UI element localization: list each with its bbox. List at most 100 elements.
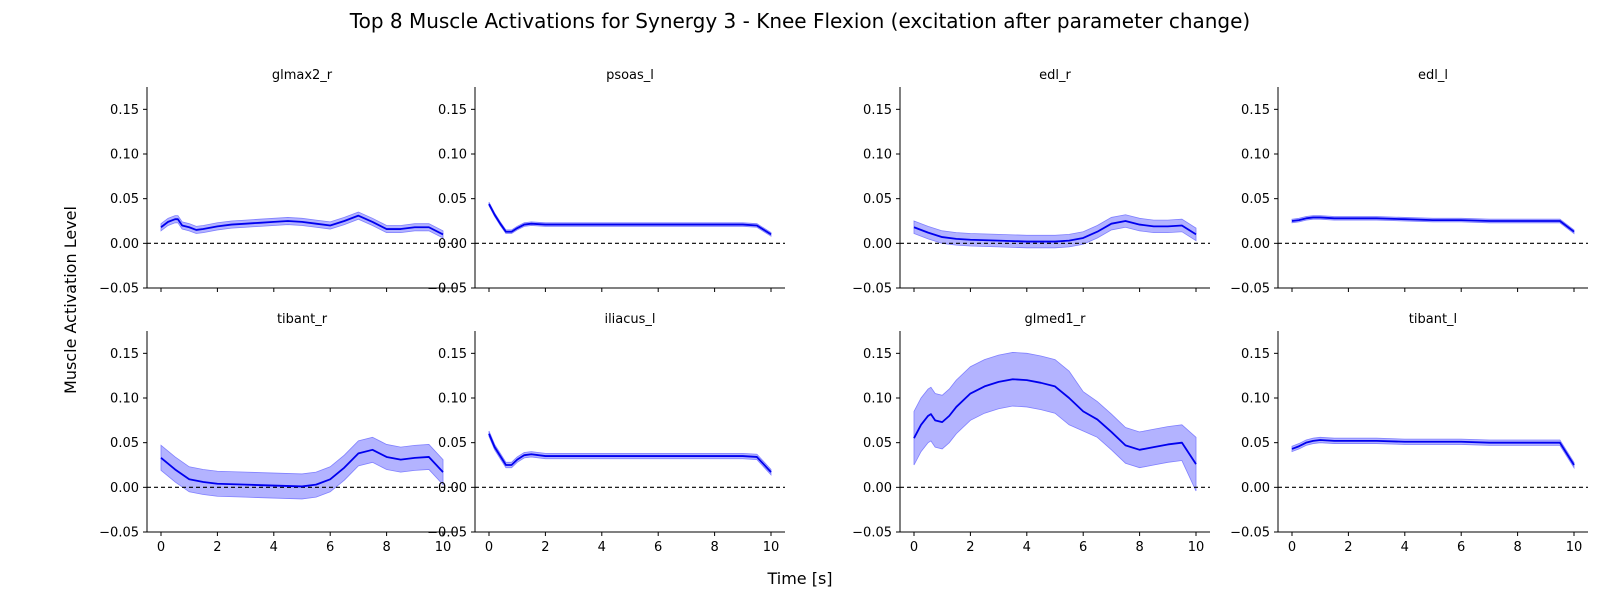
x-tick-label: 0 (910, 540, 918, 555)
x-tick-label: 0 (1288, 540, 1296, 555)
x-tick-label: 10 (1566, 540, 1583, 555)
y-tick-label: 0.00 (110, 237, 139, 252)
x-tick-label: 0 (485, 540, 493, 555)
activation-line (913, 220, 1197, 243)
y-tick-label: 0.00 (438, 481, 467, 496)
y-tick-label: 0.05 (438, 436, 467, 451)
y-tick-label: −0.05 (1230, 282, 1270, 297)
x-tick-label: 2 (966, 540, 974, 555)
x-tick-label: 10 (1188, 540, 1205, 555)
activation-band (160, 436, 444, 500)
x-tick-label: 8 (1135, 540, 1143, 555)
y-tick-label: 0.15 (1241, 103, 1270, 118)
x-tick-label: 4 (1023, 540, 1031, 555)
subplot-psoas_l: psoas_l −0.05 0.00 0.05 0.10 0.15 (427, 68, 785, 297)
y-tick-label: −0.05 (99, 526, 139, 541)
x-tick-label: 2 (1344, 540, 1352, 555)
subplot-title: glmed1_r (1025, 312, 1087, 327)
figure-xlabel: Time [s] (766, 569, 832, 588)
activation-line (913, 378, 1197, 465)
activation-band (488, 430, 772, 476)
subplot-title: tibant_r (277, 312, 328, 327)
y-tick-label: 0.00 (438, 237, 467, 252)
y-tick-label: 0.10 (110, 392, 139, 407)
y-tick-label: 0.00 (1241, 481, 1270, 496)
y-tick-label: −0.05 (427, 526, 467, 541)
x-tick-label: 4 (598, 540, 606, 555)
x-tick-label: 6 (654, 540, 662, 555)
x-tick-label: 8 (1513, 540, 1521, 555)
x-tick-label: 10 (435, 540, 452, 555)
subplot-title: psoas_l (606, 68, 654, 83)
y-tick-label: 0.15 (110, 347, 139, 362)
subplot-title: edl_l (1418, 68, 1448, 83)
activation-band (913, 352, 1197, 492)
y-tick-label: 0.10 (438, 392, 467, 407)
y-tick-label: 0.15 (438, 347, 467, 362)
y-tick-label: 0.15 (110, 103, 139, 118)
x-tick-label: 10 (763, 540, 780, 555)
activation-line (1291, 216, 1575, 233)
y-tick-label: −0.05 (1230, 526, 1270, 541)
y-tick-label: 0.10 (1241, 148, 1270, 163)
subplot-title: edl_r (1039, 68, 1071, 83)
subplot-title: glmax2_r (272, 68, 333, 83)
y-tick-label: 0.05 (438, 192, 467, 207)
y-tick-label: 0.15 (438, 103, 467, 118)
activation-line (160, 214, 444, 236)
x-tick-label: 6 (1457, 540, 1465, 555)
x-tick-label: 4 (270, 540, 278, 555)
y-tick-label: 0.00 (110, 481, 139, 496)
x-tick-label: 8 (382, 540, 390, 555)
y-tick-label: 0.15 (1241, 347, 1270, 362)
subplot-edl_r: edl_r −0.05 0.00 0.05 0.10 0.15 (852, 68, 1210, 297)
x-tick-label: 2 (213, 540, 221, 555)
y-tick-label: 0.15 (863, 103, 892, 118)
y-tick-label: −0.05 (852, 526, 892, 541)
y-tick-label: 0.15 (863, 347, 892, 362)
subplot-tibant_r: tibant_r −0.05 0.00 0.05 0.10 0.15 0 2 4 6 8 10 (99, 312, 457, 555)
activation-band (1291, 436, 1575, 470)
subplot-title: iliacus_l (604, 312, 655, 327)
y-tick-label: 0.05 (863, 192, 892, 207)
activation-line (488, 433, 772, 473)
subplot-glmax2_r: glmax2_r −0.05 0.00 0.05 0.10 0.15 (99, 68, 457, 297)
activation-line (160, 448, 444, 488)
x-tick-label: 8 (710, 540, 718, 555)
activation-line (1291, 439, 1575, 466)
x-tick-label: 6 (326, 540, 334, 555)
y-tick-label: 0.10 (863, 392, 892, 407)
y-tick-label: 0.10 (438, 148, 467, 163)
subplot-glmed1_r: glmed1_r −0.05 0.00 0.05 0.10 0.15 0 2 4 6 8 10 (852, 312, 1210, 555)
subplot-title: tibant_l (1409, 312, 1457, 327)
y-tick-label: 0.10 (1241, 392, 1270, 407)
activation-band (488, 202, 772, 237)
y-tick-label: 0.00 (863, 237, 892, 252)
activation-line (488, 203, 772, 236)
y-tick-label: 0.05 (1241, 192, 1270, 207)
y-tick-label: −0.05 (852, 282, 892, 297)
y-tick-label: 0.00 (1241, 237, 1270, 252)
figure-title: Top 8 Muscle Activations for Synergy 3 -… (349, 9, 1250, 33)
x-tick-label: 4 (1401, 540, 1409, 555)
y-tick-label: 0.05 (110, 436, 139, 451)
x-tick-label: 6 (1079, 540, 1087, 555)
figure-ylabel: Muscle Activation Level (61, 206, 80, 394)
panel-grid: glmax2_r −0.05 0.00 0.05 0.10 0.15 psoas_l −0.0… (99, 68, 1588, 555)
subplot-edl_l: edl_l −0.05 0.00 0.05 0.10 0.15 (1230, 68, 1588, 297)
y-tick-label: 0.05 (863, 436, 892, 451)
y-tick-label: 0.10 (863, 148, 892, 163)
y-tick-label: 0.00 (863, 481, 892, 496)
x-tick-label: 2 (541, 540, 549, 555)
y-tick-label: 0.05 (110, 192, 139, 207)
y-tick-label: −0.05 (427, 282, 467, 297)
y-tick-label: 0.05 (1241, 436, 1270, 451)
activation-band (160, 211, 444, 239)
subplot-iliacus_l: iliacus_l −0.05 0.00 0.05 0.10 0.15 0 2 4 6 8 10 (427, 312, 785, 555)
y-tick-label: −0.05 (99, 282, 139, 297)
subplot-tibant_l: tibant_l −0.05 0.00 0.05 0.10 0.15 0 2 4 6 8 10 (1230, 312, 1588, 555)
y-tick-label: 0.10 (110, 148, 139, 163)
x-tick-label: 0 (157, 540, 165, 555)
